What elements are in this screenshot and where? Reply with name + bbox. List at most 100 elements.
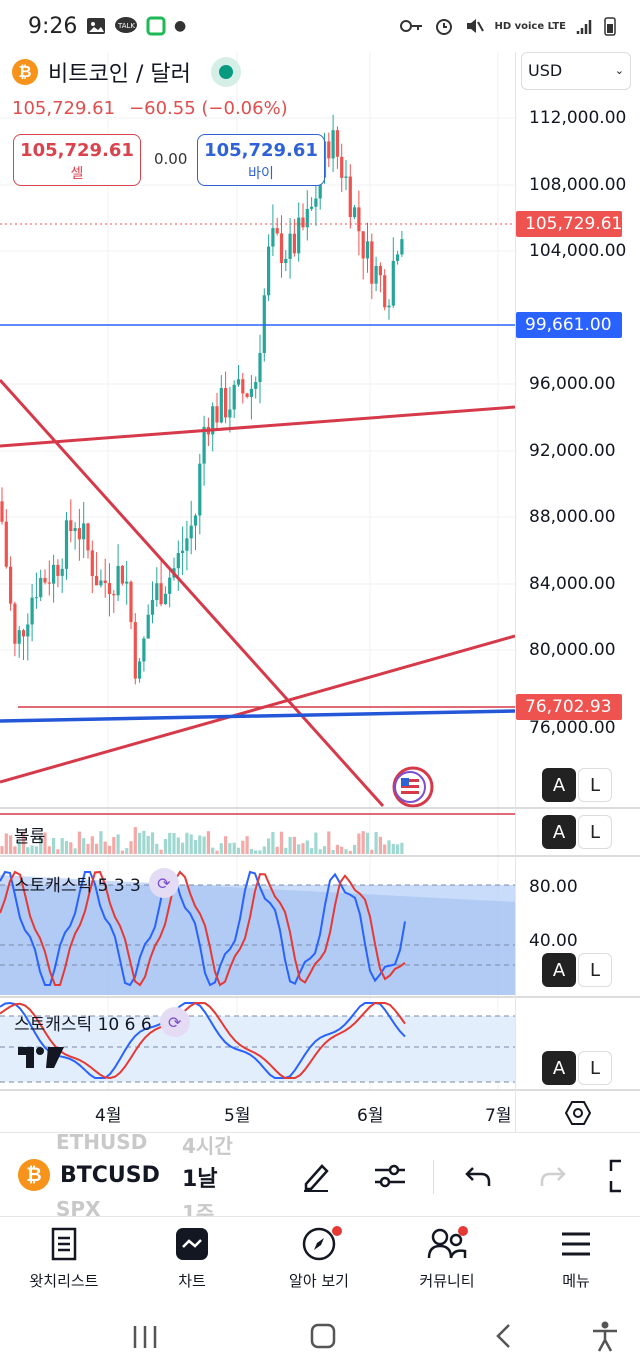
auto-scale-button[interactable]: A	[542, 1051, 576, 1085]
current-price-label: 105,729.61	[516, 211, 622, 237]
candle-body	[56, 564, 60, 576]
toolbar-divider	[433, 1160, 434, 1194]
volume-bar	[340, 846, 344, 854]
dot-icon: ●	[174, 18, 187, 34]
trendline-red-diagonal[interactable]	[0, 378, 385, 808]
nav-community[interactable]: 커뮤니티	[387, 1224, 507, 1291]
candle-body	[198, 463, 202, 516]
volume-pane-label[interactable]: 볼륨	[14, 822, 45, 847]
candle-body	[21, 630, 26, 637]
volume-bar	[39, 835, 43, 854]
nav-watchlist[interactable]: 왓치리스트	[4, 1224, 124, 1291]
nav-menu[interactable]: 메뉴	[516, 1224, 636, 1291]
candle-body	[39, 577, 43, 598]
volume-bar	[370, 849, 374, 854]
currency-select[interactable]: USD ⌄	[521, 52, 631, 90]
log-scale-button[interactable]: L	[578, 1051, 612, 1085]
key-icon	[400, 20, 423, 32]
interval-picker[interactable]: 1날	[182, 1167, 218, 1192]
volume-bar	[189, 834, 193, 854]
volume-bar	[374, 832, 378, 854]
scale-mode-stoch2: A L	[542, 1051, 612, 1085]
us-flag-event-icon[interactable]	[392, 766, 434, 808]
candle-body	[26, 624, 30, 637]
volume-bar	[163, 838, 167, 854]
undo-button[interactable]	[458, 1156, 498, 1196]
chevron-down-icon: ⌄	[614, 64, 624, 77]
auto-scale-button[interactable]: A	[542, 953, 576, 987]
drawing-tool-button[interactable]	[296, 1156, 336, 1196]
trendline-blue[interactable]	[0, 709, 516, 723]
volume-bar	[301, 843, 305, 854]
home-icon[interactable]	[309, 1322, 337, 1350]
buy-button[interactable]: 105,729.61 바이	[197, 134, 325, 186]
volume-bar	[120, 850, 124, 854]
trendline-red-upper[interactable]	[0, 405, 516, 448]
candle-body	[159, 583, 163, 605]
battery-icon	[604, 17, 616, 36]
stoch2-pane-label[interactable]: 스토캐스틱 10 6 6 ⟳	[14, 1007, 190, 1037]
candle-body	[193, 515, 198, 526]
candle-body	[391, 260, 395, 306]
volume-bar	[13, 846, 17, 854]
candle-body	[17, 630, 21, 644]
nav-chart[interactable]: 차트	[132, 1224, 252, 1291]
nav-label: 왓치리스트	[29, 1272, 99, 1290]
volume-bar	[52, 837, 56, 854]
volume-bar	[82, 838, 86, 854]
stoch1-pane-label[interactable]: 스토캐스틱 5 3 3 ⟳	[14, 868, 179, 898]
volume-bar	[236, 847, 241, 854]
status-bar: 9:26 TALK ● HD voice LTE	[0, 0, 640, 52]
market-open-indicator	[210, 57, 241, 87]
watchlist-icon	[51, 1227, 77, 1261]
candle-body	[34, 597, 38, 599]
auto-scale-button[interactable]: A	[542, 815, 576, 849]
candle-body	[202, 426, 206, 464]
svg-text:TALK: TALK	[117, 22, 135, 30]
volume-bar	[4, 833, 8, 854]
refresh-icon[interactable]: ⟳	[159, 1007, 190, 1037]
redo-button[interactable]	[533, 1156, 573, 1196]
log-scale-button[interactable]: L	[578, 815, 612, 849]
price-tick: 88,000.00	[529, 507, 616, 527]
candle-body	[168, 577, 172, 594]
nav-explore[interactable]: 알아 보기	[259, 1224, 379, 1291]
symbol-picker[interactable]: ₿ BTCUSD	[18, 1159, 160, 1191]
volume-bar	[262, 846, 266, 854]
candle-body	[116, 565, 120, 596]
sell-button[interactable]: 105,729.61 셀	[13, 134, 141, 186]
candle-body	[155, 583, 159, 601]
scale-mode-volume: A L	[542, 815, 612, 849]
auto-scale-button[interactable]: A	[542, 768, 576, 802]
candle-body	[241, 379, 245, 394]
volume-bar	[185, 832, 189, 854]
volume-bar	[60, 838, 64, 854]
log-scale-button[interactable]: L	[578, 768, 612, 802]
trendline-red-lower[interactable]	[0, 634, 516, 784]
buy-label: 바이	[248, 166, 274, 182]
refresh-icon[interactable]: ⟳	[148, 868, 179, 898]
time-tick: 5월	[224, 1106, 251, 1126]
indicators-button[interactable]	[370, 1156, 410, 1196]
symbol-title[interactable]: 비트코인 / 달러	[48, 62, 191, 87]
volume-bar	[0, 846, 4, 854]
volume-bar	[34, 846, 38, 854]
recent-apps-icon[interactable]	[130, 1324, 160, 1350]
volume-bar	[103, 841, 107, 854]
symbol-name: BTCUSD	[60, 1162, 160, 1188]
candle-body	[378, 266, 382, 276]
accessibility-icon[interactable]	[590, 1320, 620, 1352]
candle-body	[271, 228, 275, 247]
chart-settings-icon[interactable]	[565, 1100, 591, 1126]
price-scale[interactable]	[515, 52, 640, 1132]
volume-bar	[258, 850, 262, 854]
candle-body	[374, 266, 378, 284]
fullscreen-button[interactable]	[606, 1156, 640, 1196]
candle-body	[254, 382, 258, 389]
back-icon[interactable]	[493, 1322, 513, 1350]
volume-bar	[30, 845, 34, 854]
candle-body	[146, 614, 150, 639]
pen-icon	[304, 1164, 329, 1192]
signal-icon	[576, 20, 592, 34]
log-scale-button[interactable]: L	[578, 953, 612, 987]
